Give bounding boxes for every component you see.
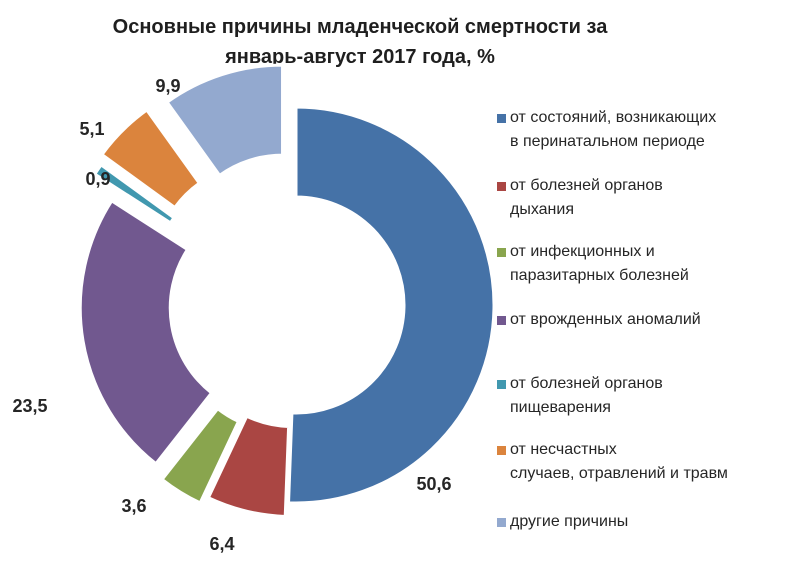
- data-label: 3,6: [121, 496, 146, 516]
- legend-item: от болезней органов пищеварения: [497, 372, 663, 420]
- data-label: 9,9: [155, 76, 180, 96]
- legend-item: от инфекционных и паразитарных болезней: [497, 240, 689, 288]
- legend-item: другие причины: [497, 510, 628, 534]
- legend-label: от врожденных аномалий: [510, 311, 701, 328]
- legend-label: от болезней органов пищеварения: [510, 375, 663, 416]
- data-label: 5,1: [79, 119, 104, 139]
- legend-swatch: [497, 380, 506, 389]
- legend-item: от болезней органов дыхания: [497, 174, 663, 222]
- donut-slice: [78, 198, 214, 466]
- donut-slice: [92, 162, 177, 225]
- legend-swatch: [497, 316, 506, 325]
- data-label: 0,9: [85, 169, 110, 189]
- donut-slice: [206, 414, 291, 519]
- legend-swatch: [497, 446, 506, 455]
- donut-slice: [99, 107, 202, 210]
- legend-item: от врожденных аномалий: [497, 308, 701, 332]
- legend-swatch: [497, 182, 506, 191]
- legend-item: от состояний, возникающих в перинатально…: [497, 106, 716, 154]
- legend-label: от болезней органов дыхания: [510, 177, 663, 218]
- donut-slice: [165, 63, 285, 178]
- data-label: 50,6: [416, 474, 451, 494]
- legend-swatch: [497, 114, 506, 123]
- data-label: 23,5: [12, 396, 47, 416]
- legend-swatch: [497, 518, 506, 527]
- donut-slice: [160, 406, 241, 505]
- legend-swatch: [497, 248, 506, 257]
- legend-label: от несчастных случаев, отравлений и трав…: [510, 441, 728, 482]
- legend-label: от инфекционных и паразитарных болезней: [510, 243, 689, 284]
- chart-title-line-1: Основные причины младенческой смертности…: [112, 16, 608, 38]
- chart-title: Основные причины младенческой смертности…: [60, 12, 660, 72]
- legend-item: от несчастных случаев, отравлений и трав…: [497, 438, 728, 486]
- donut-slice: [286, 105, 496, 505]
- chart-title-line-2: январь-август 2017 года, %: [225, 46, 495, 68]
- legend-label: другие причины: [510, 513, 629, 530]
- legend-label: от состояний, возникающих в перинатально…: [510, 109, 717, 150]
- data-label: 6,4: [209, 534, 234, 554]
